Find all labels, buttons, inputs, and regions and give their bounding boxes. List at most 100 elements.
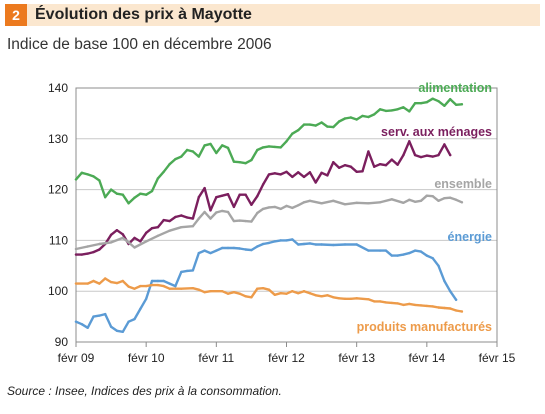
data-point [150,227,154,230]
data-point [203,186,206,190]
data-point [238,193,241,196]
data-point [449,307,452,310]
x-tick-label: févr 14 [408,351,445,365]
data-point [302,201,306,204]
series-label: produits manufacturés [357,320,492,334]
data-point [209,142,212,146]
data-point [320,295,323,298]
data-point [279,239,282,242]
data-point [355,201,358,204]
data-point [238,292,241,295]
data-point [314,181,317,184]
data-point [308,171,312,174]
data-point [98,242,101,246]
data-point [232,219,236,223]
data-point [326,174,329,177]
data-point [226,193,230,196]
data-point [156,226,160,229]
data-point [244,219,247,223]
y-tick-label: 100 [48,284,68,298]
data-point [279,173,282,176]
data-point [408,302,411,306]
data-point [261,207,265,211]
data-point [185,148,189,152]
data-point [226,246,230,250]
data-point [431,155,434,158]
data-point [209,290,212,293]
data-point [396,254,399,257]
data-point [337,297,341,300]
data-point [285,204,288,208]
data-point [337,166,341,169]
data-point [127,202,130,205]
data-point [454,298,458,301]
data-point [104,277,107,280]
data-point [98,314,101,317]
data-point [349,116,352,119]
data-point [308,199,312,202]
data-point [413,102,417,105]
x-tick-label: févr 12 [268,351,305,365]
data-point [232,205,236,209]
data-point [373,300,376,303]
title-bar: 2 Évolution des prix à Mayotte [5,4,540,26]
data-point [384,164,388,167]
data-point [408,251,411,255]
data-point [402,303,405,307]
data-point [343,297,347,300]
data-point [145,284,148,288]
data-point [390,254,393,257]
data-point [115,192,119,195]
data-point [454,198,458,201]
data-point [156,279,160,283]
data-point [115,229,119,232]
data-point [355,170,358,173]
data-point [267,288,271,291]
data-point [121,193,125,196]
data-point [390,198,393,201]
data-point [332,199,335,202]
data-point [349,297,352,300]
data-point [285,292,288,295]
data-point [203,249,206,252]
data-point [121,236,125,240]
data-point [250,158,253,162]
data-point [267,241,271,245]
data-point [127,285,130,288]
data-point [232,160,236,163]
data-point [273,205,276,209]
data-point [215,211,218,214]
data-point [373,165,376,168]
data-point [191,150,195,153]
series-line [74,238,458,333]
data-point [390,109,393,112]
data-point [226,146,230,150]
data-point [419,155,423,159]
data-point [408,140,411,143]
data-point [302,123,306,126]
data-point [115,281,119,285]
data-point [92,315,95,318]
figure-title: Évolution des prix à Mayotte [35,6,252,23]
data-point [419,250,423,253]
data-point [413,200,417,203]
data-point [238,219,241,222]
data-point [185,216,189,219]
data-point [133,287,136,290]
data-point [215,249,218,252]
data-point [419,199,423,202]
data-point [297,292,300,295]
data-point [261,242,265,246]
data-point [127,320,130,323]
data-point [367,150,370,153]
data-point [454,103,458,106]
data-point [314,124,317,127]
data-point [302,242,306,246]
data-point [109,325,113,328]
data-point [133,317,136,321]
data-point [443,279,446,283]
data-point [378,163,382,166]
data-point [343,203,347,206]
data-point [191,269,195,272]
data-point [180,155,183,158]
